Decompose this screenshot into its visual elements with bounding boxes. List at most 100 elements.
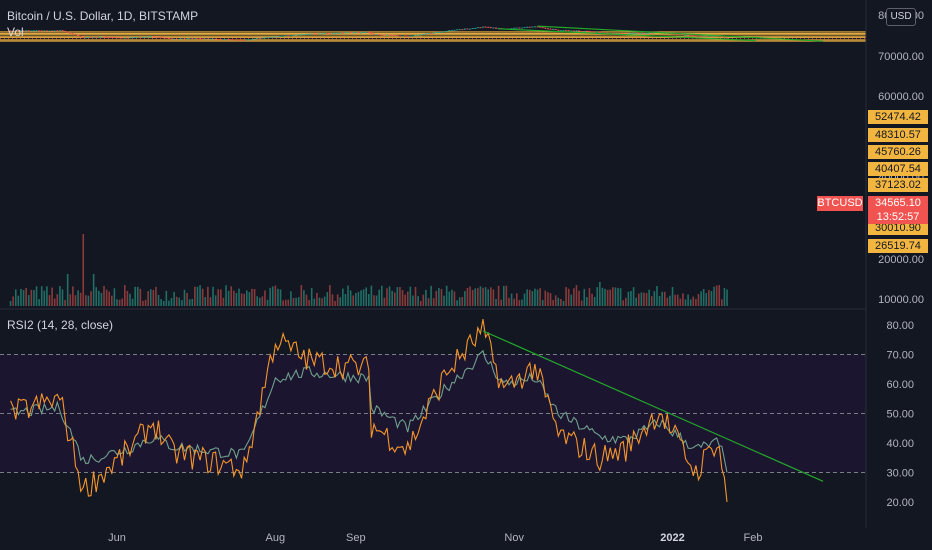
volume-bar: [82, 234, 85, 306]
candle-body: [411, 35, 415, 37]
rsi-tick-label: 70.00: [886, 350, 914, 362]
volume-bar: [689, 299, 692, 306]
candle-body: [134, 37, 137, 39]
volume-bar: [79, 292, 82, 306]
volume-bar: [178, 297, 181, 306]
volume-bar: [92, 274, 95, 306]
volume-bar: [391, 290, 393, 306]
volume-bar: [635, 297, 637, 306]
volume-bar: [505, 285, 508, 306]
candle-body: [196, 38, 199, 40]
candle-body: [479, 27, 482, 29]
volume-bar: [308, 300, 310, 306]
volume-bar: [362, 289, 365, 306]
candle-body: [128, 37, 132, 39]
candle-body: [684, 34, 687, 36]
candle-body: [193, 38, 196, 40]
candle-body: [370, 32, 373, 34]
candle-body: [248, 39, 251, 41]
candle-body: [12, 30, 15, 32]
candle-body: [227, 39, 230, 40]
volume-bar: [225, 285, 227, 306]
candle-body: [705, 35, 708, 37]
candle-body: [544, 27, 547, 29]
rsi-label: RSI2 (14, 28, close): [7, 318, 114, 332]
candle-body: [575, 30, 578, 32]
volume-bar: [14, 289, 17, 306]
volume-bar: [196, 286, 199, 306]
volume-bar: [136, 286, 139, 306]
volume-bar: [469, 286, 471, 306]
candle-body: [180, 38, 183, 40]
volume-bar: [207, 286, 209, 306]
volume-bar: [284, 299, 287, 306]
candle-body: [404, 35, 407, 37]
price-tick-label: 60000.00: [878, 91, 924, 103]
candle-body: [372, 33, 376, 35]
volume-bar: [300, 285, 303, 306]
candle-body: [71, 33, 74, 35]
candle-body: [725, 37, 729, 39]
volume-bar: [209, 297, 212, 306]
candle-body: [331, 33, 334, 35]
volume-bar: [430, 285, 432, 306]
volume-bar: [118, 299, 121, 306]
candle-body: [284, 35, 287, 37]
volume-bar: [419, 300, 422, 306]
candle-body: [645, 33, 648, 34]
volume-bar: [609, 289, 612, 306]
volume-bar: [705, 293, 708, 306]
level-price-tag: 30010.90: [868, 221, 928, 235]
volume-bar: [669, 295, 671, 306]
candle-body: [87, 37, 90, 38]
volume-bar: [684, 299, 687, 306]
candle-body: [253, 38, 256, 40]
volume-bar: [490, 287, 492, 306]
candle-body: [458, 29, 461, 31]
volume-bar: [25, 287, 27, 306]
volume-bar: [536, 289, 539, 306]
volume-bar: [534, 288, 536, 306]
candle-body: [518, 27, 521, 29]
volume-bar: [726, 289, 728, 306]
volume-bar: [544, 290, 547, 306]
candle-body: [323, 33, 326, 34]
volume-bar: [393, 292, 396, 306]
volume-bar: [528, 289, 531, 306]
rsi-fast-line: [10, 319, 728, 503]
volume-bar: [183, 289, 186, 306]
volume-bar: [258, 297, 261, 306]
lower-channel-line: [498, 28, 756, 42]
volume-bar: [552, 299, 554, 306]
volume-bar: [230, 286, 233, 306]
candle-body: [245, 39, 248, 41]
candle-body: [121, 37, 124, 39]
candle-body: [471, 28, 474, 29]
candle-body: [687, 34, 690, 36]
currency-button[interactable]: USD: [886, 8, 916, 26]
candle-body: [676, 34, 679, 35]
volume-bar: [282, 300, 284, 306]
candle-body: [650, 32, 653, 34]
candle-body: [453, 29, 456, 31]
candle-body: [398, 35, 402, 37]
volume-bar: [144, 299, 147, 306]
volume-bar: [370, 285, 373, 306]
rsi-trendline: [482, 330, 824, 482]
volume-bar: [27, 295, 30, 306]
candle-body: [230, 39, 233, 41]
rsi-tick-label: 60.00: [886, 379, 914, 391]
candle-body: [79, 35, 82, 37]
volume-bar: [399, 287, 401, 306]
candle-body: [326, 33, 329, 34]
candle-body: [167, 38, 171, 39]
candle-body: [51, 30, 54, 32]
volume-bar: [321, 298, 323, 306]
candle-body: [152, 36, 155, 38]
candle-body: [25, 30, 28, 32]
volume-bar: [292, 297, 295, 306]
candle-body: [243, 39, 246, 41]
candle-body: [131, 37, 134, 39]
price-tick-label: 20000.00: [878, 254, 924, 266]
